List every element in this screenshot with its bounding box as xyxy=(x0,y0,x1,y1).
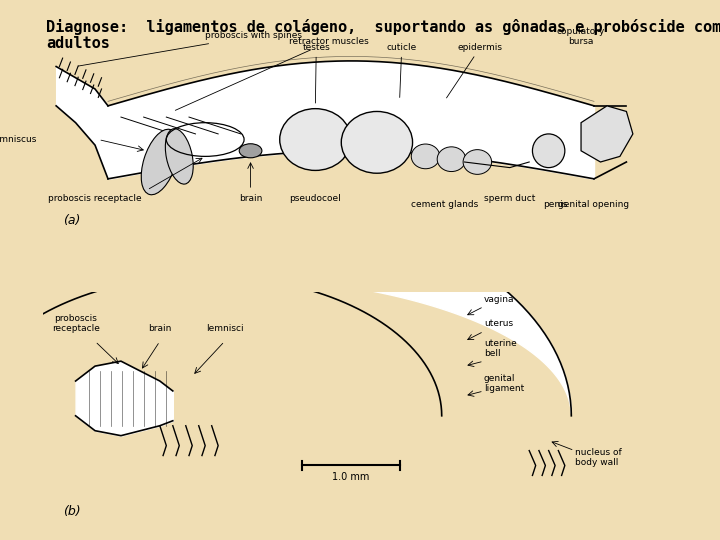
Text: nucleus of
body wall: nucleus of body wall xyxy=(575,448,621,468)
Text: lemniscus: lemniscus xyxy=(0,135,37,144)
Text: proboscis receptacle: proboscis receptacle xyxy=(48,194,142,204)
Text: Diagnose:  ligamentos de colágeno,  suportando as gônadas e probóscide com ganch: Diagnose: ligamentos de colágeno, suport… xyxy=(46,19,720,35)
Text: cuticle: cuticle xyxy=(387,43,417,97)
Text: epidermis: epidermis xyxy=(446,43,503,98)
Text: uterine
bell: uterine bell xyxy=(484,339,516,358)
Text: (b): (b) xyxy=(63,505,80,518)
Text: retractor muscles: retractor muscles xyxy=(176,37,369,110)
Circle shape xyxy=(341,111,413,173)
Text: pseudocoel: pseudocoel xyxy=(289,194,341,204)
Text: proboscis
receptacle: proboscis receptacle xyxy=(52,314,99,333)
Text: penis: penis xyxy=(543,200,567,209)
Ellipse shape xyxy=(141,129,179,195)
Ellipse shape xyxy=(166,129,193,184)
Text: adultos: adultos xyxy=(46,36,110,51)
Circle shape xyxy=(411,144,440,168)
Text: (a): (a) xyxy=(63,214,80,227)
Text: sperm duct: sperm duct xyxy=(484,194,536,204)
Text: cement glands: cement glands xyxy=(411,200,479,209)
Text: lemnisci: lemnisci xyxy=(206,325,243,333)
Text: proboscis with spines: proboscis with spines xyxy=(78,31,302,66)
Text: brain: brain xyxy=(239,194,262,204)
Polygon shape xyxy=(581,106,633,162)
Circle shape xyxy=(463,150,492,174)
Ellipse shape xyxy=(239,144,262,158)
Text: brain: brain xyxy=(148,325,171,333)
Text: testes: testes xyxy=(302,43,330,103)
Circle shape xyxy=(437,147,466,172)
Circle shape xyxy=(280,109,351,171)
Text: genital
ligament: genital ligament xyxy=(484,374,524,393)
Text: 1.0 mm: 1.0 mm xyxy=(333,472,369,482)
Text: genital opening: genital opening xyxy=(559,200,629,209)
Text: copulatory
bursa: copulatory bursa xyxy=(557,26,606,46)
Ellipse shape xyxy=(532,134,565,167)
Text: vagina: vagina xyxy=(484,294,514,303)
Text: uterus: uterus xyxy=(484,319,513,328)
